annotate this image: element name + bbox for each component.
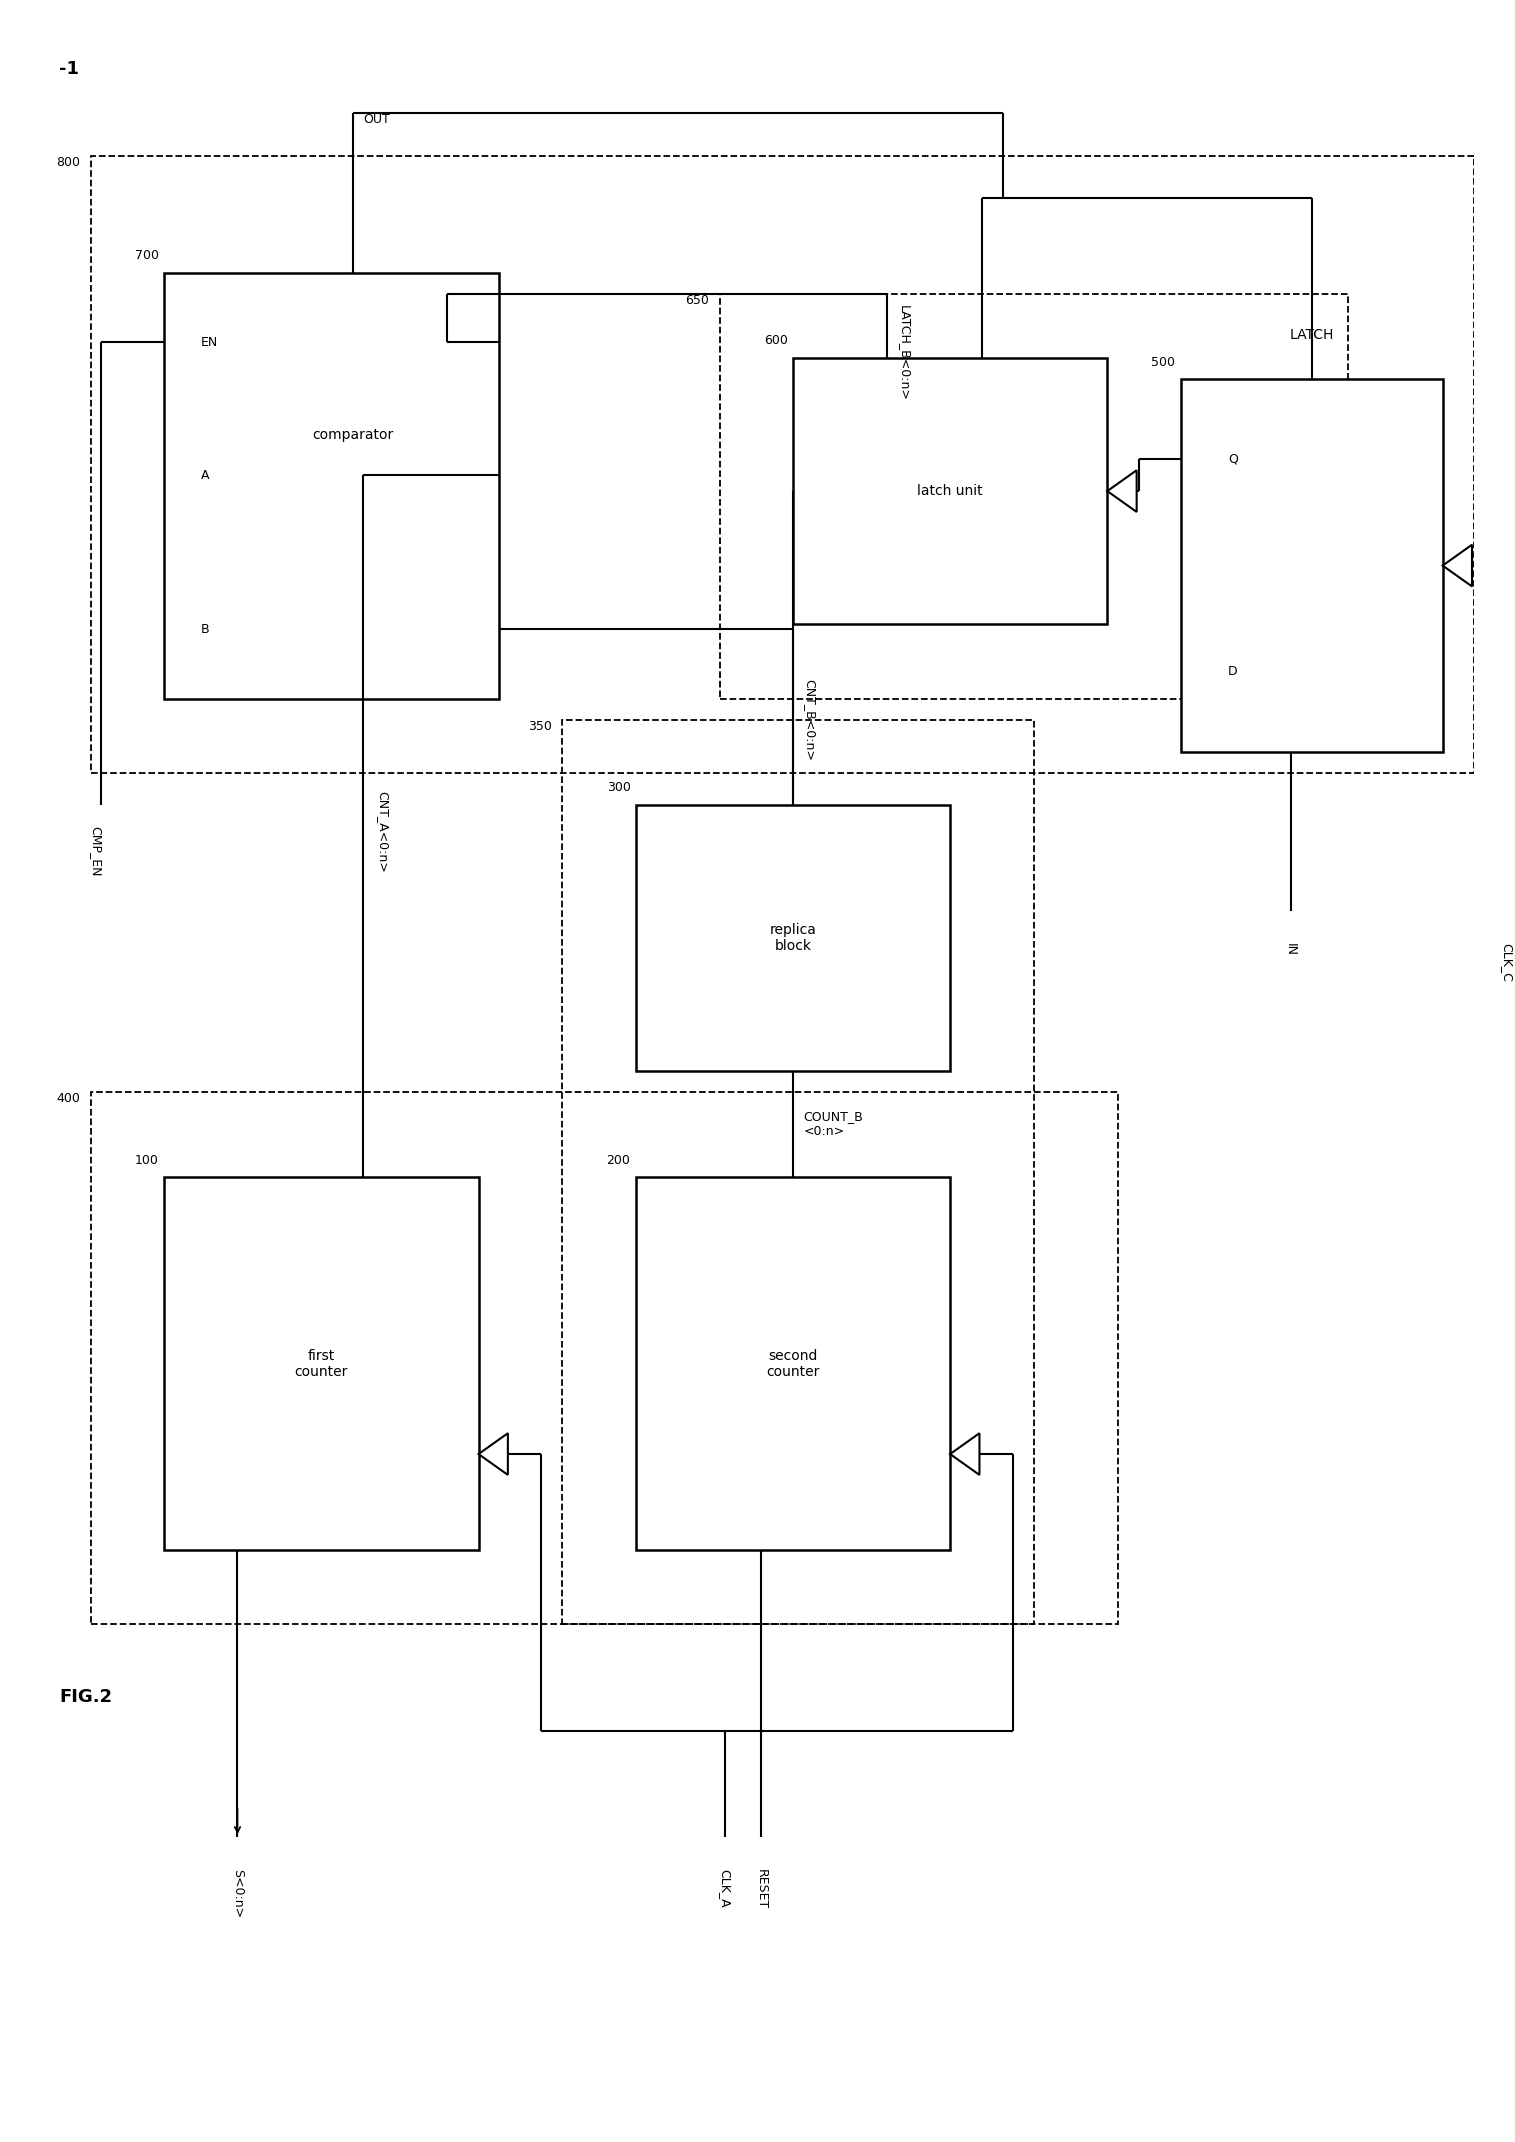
Text: latch unit: latch unit (917, 484, 983, 499)
Bar (562, 720, 1033, 1624)
Text: comparator: comparator (312, 428, 394, 441)
Text: CNT_B<0:n>: CNT_B<0:n> (803, 679, 817, 760)
Text: 500: 500 (1151, 356, 1176, 368)
Text: -1: -1 (59, 60, 79, 77)
Text: CMP_EN: CMP_EN (89, 827, 103, 876)
Text: RESET: RESET (754, 1870, 768, 1909)
Bar (91, 1092, 1118, 1624)
Text: OUT: OUT (364, 114, 389, 126)
Text: A: A (201, 469, 209, 482)
Text: LATCH: LATCH (1289, 328, 1333, 343)
Text: COUNT_B
<0:n>: COUNT_B <0:n> (803, 1110, 864, 1137)
Text: 300: 300 (606, 782, 630, 795)
Text: 800: 800 (56, 156, 80, 169)
Polygon shape (1107, 471, 1136, 512)
Text: 650: 650 (685, 293, 709, 306)
Polygon shape (479, 1433, 508, 1476)
Polygon shape (1442, 544, 1473, 587)
Text: D: D (1227, 666, 1238, 679)
Text: CLK_C: CLK_C (1500, 942, 1513, 983)
Bar (91, 156, 1474, 773)
Text: 200: 200 (606, 1155, 630, 1167)
Text: LATCH_B<0:n>: LATCH_B<0:n> (898, 304, 911, 401)
Text: Q: Q (1227, 452, 1238, 465)
Bar (164, 1178, 479, 1551)
Text: 350: 350 (529, 720, 551, 733)
Text: first
counter: first counter (294, 1349, 348, 1379)
Bar (1180, 379, 1442, 752)
Text: EN: EN (201, 336, 218, 349)
Bar (792, 358, 1107, 623)
Text: B: B (201, 623, 209, 636)
Bar (636, 1178, 950, 1551)
Text: 400: 400 (56, 1092, 80, 1105)
Polygon shape (950, 1433, 980, 1476)
Bar (720, 293, 1348, 698)
Bar (636, 805, 950, 1071)
Text: replica
block: replica block (770, 923, 817, 953)
Text: 700: 700 (135, 248, 159, 261)
Text: CLK_A: CLK_A (718, 1870, 732, 1909)
Text: second
counter: second counter (767, 1349, 820, 1379)
Bar (164, 272, 500, 698)
Text: CNT_A<0:n>: CNT_A<0:n> (376, 790, 389, 872)
Text: 600: 600 (764, 334, 788, 347)
Text: 100: 100 (135, 1155, 159, 1167)
Text: IN: IN (1285, 942, 1297, 955)
Text: FIG.2: FIG.2 (59, 1688, 112, 1707)
Text: S<0:n>: S<0:n> (230, 1870, 244, 1919)
